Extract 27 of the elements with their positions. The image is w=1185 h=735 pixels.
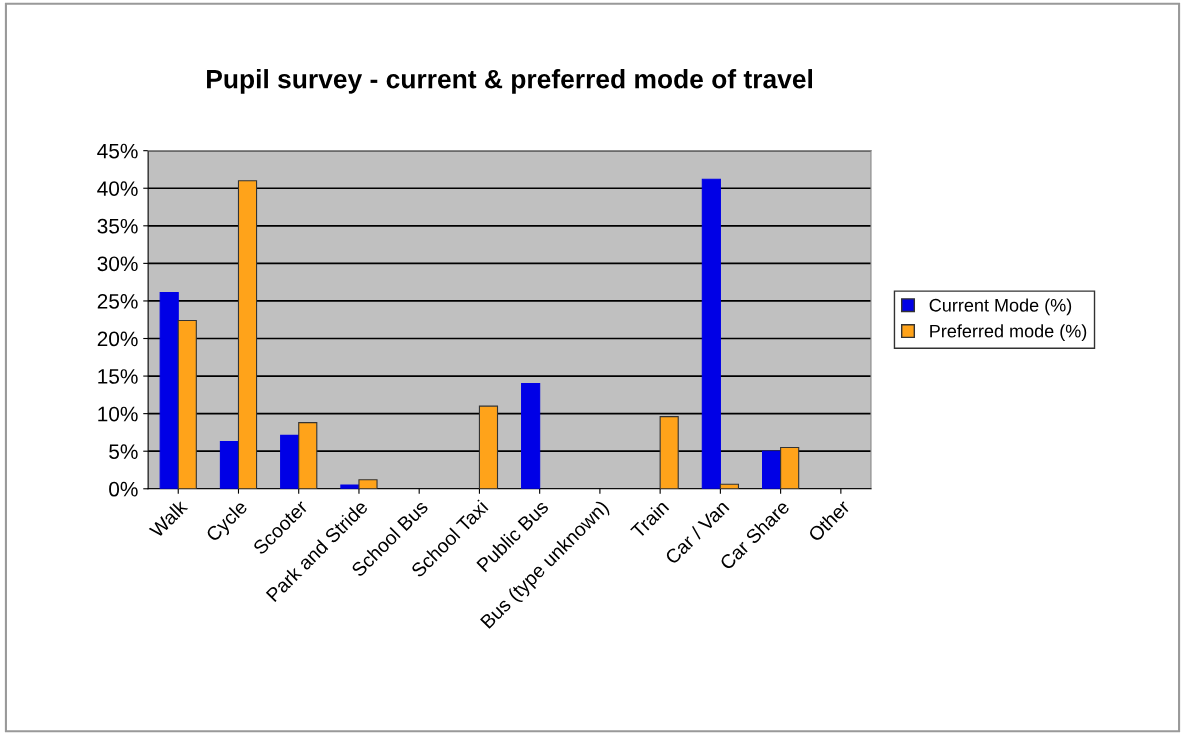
bar [177, 319, 197, 489]
bar [237, 180, 258, 489]
y-tick-label: 20% [97, 331, 138, 347]
y-tick-label: 5% [109, 444, 138, 459]
bar [298, 422, 318, 489]
y-tick-label: 15% [98, 369, 138, 384]
bar [659, 416, 679, 489]
bar [761, 450, 782, 489]
y-tick-label: 45% [97, 143, 138, 159]
bar [701, 178, 721, 489]
y-tick-label: 25% [97, 293, 138, 309]
y-tick-label: 30% [97, 256, 138, 272]
y-tick-label: 0% [109, 481, 138, 497]
bar [780, 446, 800, 489]
y-tick-label: 35% [97, 218, 138, 234]
legend-label: Current Mode (%) [929, 298, 1072, 316]
bar [219, 440, 240, 489]
y-tick-label: 10% [98, 406, 138, 422]
bar [478, 405, 499, 489]
legend-label: Preferred mode (%) [930, 324, 1087, 342]
x-tick-label: Train [629, 499, 670, 540]
bar [521, 383, 541, 489]
bar [159, 292, 179, 489]
bar [280, 434, 300, 489]
y-tick-label: 40% [97, 181, 138, 196]
chart-title: Pupil survey - current & preferred mode of travel [207, 69, 812, 94]
bar [358, 479, 378, 489]
